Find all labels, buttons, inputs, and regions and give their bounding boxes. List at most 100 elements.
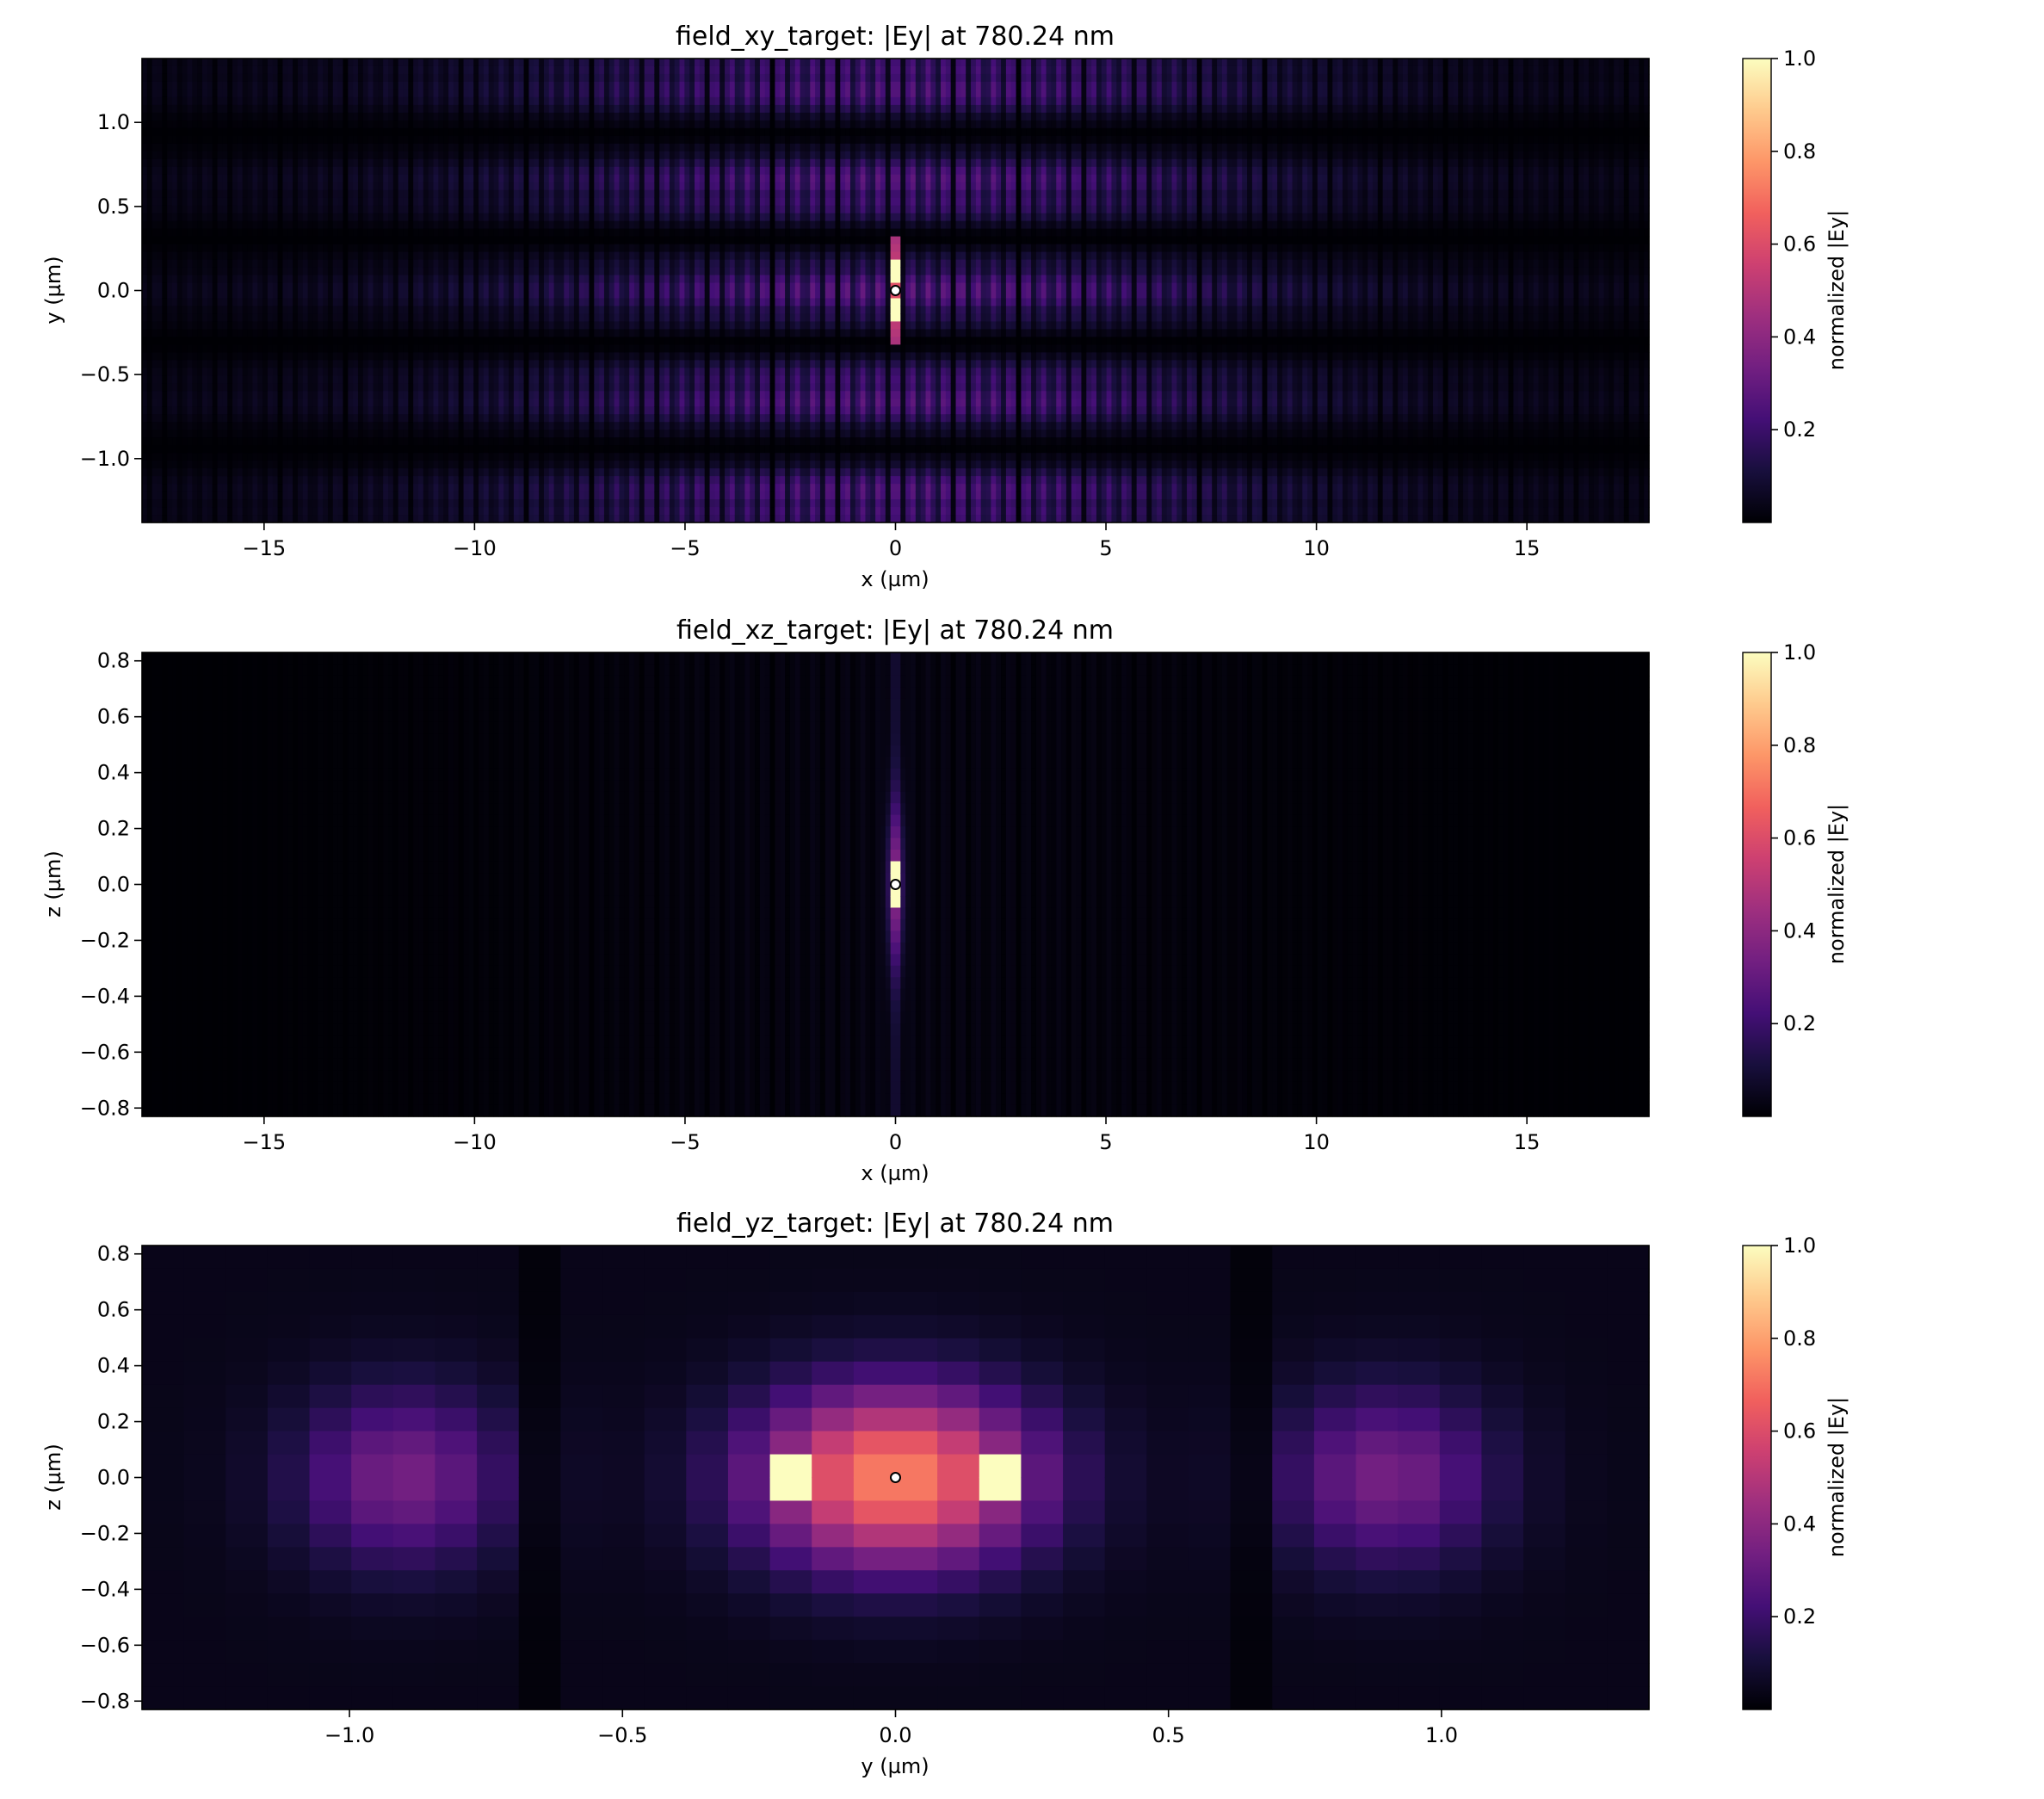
heatmap-cell [312, 190, 318, 199]
heatmap-cell [388, 375, 393, 384]
heatmap-cell [544, 151, 549, 160]
heatmap-cell [464, 221, 469, 230]
heatmap-cell [188, 391, 193, 399]
heatmap-cell [343, 468, 348, 477]
heatmap-cell [172, 437, 177, 446]
heatmap-cell [243, 298, 248, 306]
heatmap-cell [268, 461, 273, 469]
heatmap-cell [423, 175, 429, 183]
heatmap-cell [519, 237, 524, 245]
heatmap-cell [318, 151, 323, 160]
heatmap-cell [218, 105, 223, 114]
heatmap-cell [524, 121, 529, 129]
heatmap-cell [293, 476, 298, 485]
heatmap-cell [464, 182, 469, 191]
heatmap-cell [157, 499, 163, 508]
heatmap-cell [338, 159, 343, 168]
heatmap-cell [213, 151, 218, 160]
heatmap-cell [404, 344, 409, 353]
heatmap-cell [333, 213, 338, 222]
heatmap-cell [177, 74, 182, 83]
heatmap-cell [454, 352, 459, 361]
heatmap-cell [182, 298, 188, 306]
heatmap-cell [383, 136, 388, 145]
heatmap-cell [494, 66, 499, 75]
heatmap-cell [273, 97, 278, 106]
heatmap-cell [227, 59, 232, 67]
heatmap-cell [227, 105, 232, 114]
heatmap-cell [418, 321, 423, 330]
heatmap-cell [534, 360, 539, 368]
heatmap-cell [484, 476, 489, 485]
heatmap-cell [489, 399, 494, 407]
heatmap-cell [222, 321, 227, 330]
heatmap-cell [218, 468, 223, 477]
heatmap-cell [142, 491, 147, 500]
heatmap-cell [298, 66, 303, 75]
heatmap-cell [509, 252, 514, 261]
heatmap-cell [268, 66, 273, 75]
heatmap-cell [333, 175, 338, 183]
heatmap-cell [388, 206, 393, 214]
heatmap-cell [514, 507, 519, 516]
heatmap-cell [238, 453, 243, 461]
heatmap-cell [238, 252, 243, 261]
heatmap-cell [303, 437, 308, 446]
heatmap-cell [312, 252, 318, 261]
heatmap-cell [207, 59, 213, 67]
heatmap-cell [227, 244, 232, 253]
heatmap-cell [172, 352, 177, 361]
heatmap-cell [454, 113, 459, 121]
heatmap-cell [343, 74, 348, 83]
heatmap-cell [404, 360, 409, 368]
heatmap-cell [287, 344, 293, 353]
heatmap-cell [549, 291, 554, 300]
heatmap-cell [202, 105, 207, 114]
heatmap-cell [454, 430, 459, 438]
heatmap-cell [388, 515, 393, 523]
heatmap-cell [413, 151, 418, 160]
heatmap-cell [388, 337, 393, 345]
heatmap-cell [423, 344, 429, 353]
heatmap-cell [464, 329, 469, 337]
heatmap-cell [248, 198, 253, 207]
heatmap-cell [182, 499, 188, 508]
heatmap-cell [333, 121, 338, 129]
heatmap-cell [157, 476, 163, 485]
heatmap-cell [528, 260, 534, 269]
heatmap-cell [524, 105, 529, 114]
heatmap-cell [539, 198, 544, 207]
heatmap-cell [152, 182, 157, 191]
heatmap-cell [218, 167, 223, 176]
heatmap-cell [468, 74, 473, 83]
heatmap-cell [363, 375, 368, 384]
heatmap-cell [353, 298, 358, 306]
heatmap-cell [524, 260, 529, 269]
heatmap-cell [177, 213, 182, 222]
heatmap-cell [448, 406, 454, 415]
heatmap-cell [308, 515, 313, 523]
heatmap-cell [448, 468, 454, 477]
heatmap-cell [312, 499, 318, 508]
heatmap-cell [448, 167, 454, 176]
heatmap-cell [514, 461, 519, 469]
heatmap-cell [282, 499, 287, 508]
heatmap-cell [353, 337, 358, 345]
heatmap-cell [423, 128, 429, 137]
heatmap-cell [323, 422, 328, 430]
heatmap-cell [248, 507, 253, 516]
heatmap-cell [177, 291, 182, 300]
heatmap-cell [192, 337, 197, 345]
heatmap-cell [222, 113, 227, 121]
heatmap-cell [222, 306, 227, 314]
heatmap-cell [282, 167, 287, 176]
heatmap-cell [484, 414, 489, 423]
heatmap-cell [383, 206, 388, 214]
heatmap-cell [303, 476, 308, 485]
heatmap-cell [232, 337, 238, 345]
heatmap-cell [177, 461, 182, 469]
heatmap-cell [172, 337, 177, 345]
heatmap-cell [293, 182, 298, 191]
heatmap-cell [232, 105, 238, 114]
heatmap-cell [454, 268, 459, 276]
